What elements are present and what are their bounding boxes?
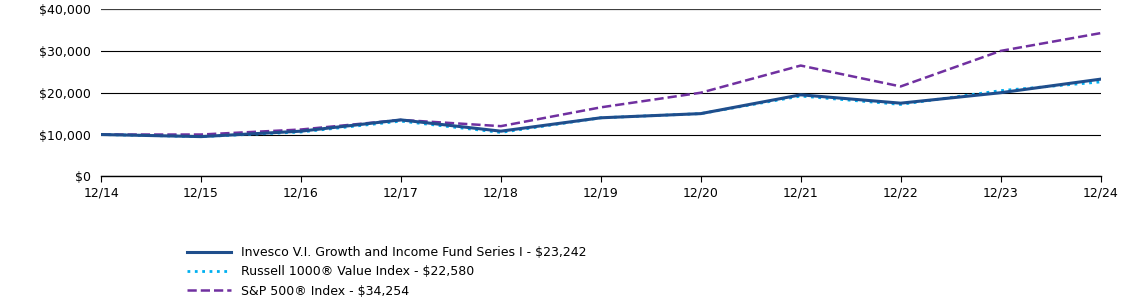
Russell 1000® Value Index - $22,580	[294, 130, 308, 134]
S&P 500® Index - $34,254	[594, 105, 608, 109]
Invesco V.I. Growth and Income Fund Series I - $23,242	[94, 133, 108, 136]
Legend: Invesco V.I. Growth and Income Fund Series I - $23,242, Russell 1000® Value Inde: Invesco V.I. Growth and Income Fund Seri…	[188, 246, 586, 298]
Invesco V.I. Growth and Income Fund Series I - $23,242	[194, 135, 208, 138]
Invesco V.I. Growth and Income Fund Series I - $23,242	[994, 91, 1007, 95]
Invesco V.I. Growth and Income Fund Series I - $23,242	[394, 118, 408, 122]
Line: S&P 500® Index - $34,254: S&P 500® Index - $34,254	[101, 33, 1101, 135]
Russell 1000® Value Index - $22,580	[694, 112, 707, 116]
Russell 1000® Value Index - $22,580	[394, 119, 408, 123]
Russell 1000® Value Index - $22,580	[894, 103, 907, 106]
Invesco V.I. Growth and Income Fund Series I - $23,242	[794, 93, 807, 97]
S&P 500® Index - $34,254	[494, 124, 508, 128]
Line: Invesco V.I. Growth and Income Fund Series I - $23,242: Invesco V.I. Growth and Income Fund Seri…	[101, 79, 1101, 136]
S&P 500® Index - $34,254	[94, 133, 108, 136]
Russell 1000® Value Index - $22,580	[494, 131, 508, 134]
S&P 500® Index - $34,254	[194, 133, 208, 136]
Invesco V.I. Growth and Income Fund Series I - $23,242	[894, 101, 907, 105]
S&P 500® Index - $34,254	[294, 128, 308, 131]
S&P 500® Index - $34,254	[794, 64, 807, 67]
Line: Russell 1000® Value Index - $22,580: Russell 1000® Value Index - $22,580	[101, 82, 1101, 136]
S&P 500® Index - $34,254	[694, 91, 707, 95]
Russell 1000® Value Index - $22,580	[94, 133, 108, 136]
Invesco V.I. Growth and Income Fund Series I - $23,242	[594, 116, 608, 120]
S&P 500® Index - $34,254	[994, 49, 1007, 53]
Invesco V.I. Growth and Income Fund Series I - $23,242	[294, 130, 308, 133]
Invesco V.I. Growth and Income Fund Series I - $23,242	[694, 112, 707, 116]
S&P 500® Index - $34,254	[894, 85, 907, 88]
Russell 1000® Value Index - $22,580	[794, 94, 807, 98]
Russell 1000® Value Index - $22,580	[594, 116, 608, 120]
Russell 1000® Value Index - $22,580	[1094, 80, 1107, 84]
Russell 1000® Value Index - $22,580	[994, 89, 1007, 92]
Invesco V.I. Growth and Income Fund Series I - $23,242	[494, 130, 508, 133]
S&P 500® Index - $34,254	[394, 118, 408, 122]
Invesco V.I. Growth and Income Fund Series I - $23,242	[1094, 77, 1107, 81]
Russell 1000® Value Index - $22,580	[194, 135, 208, 138]
S&P 500® Index - $34,254	[1094, 31, 1107, 35]
